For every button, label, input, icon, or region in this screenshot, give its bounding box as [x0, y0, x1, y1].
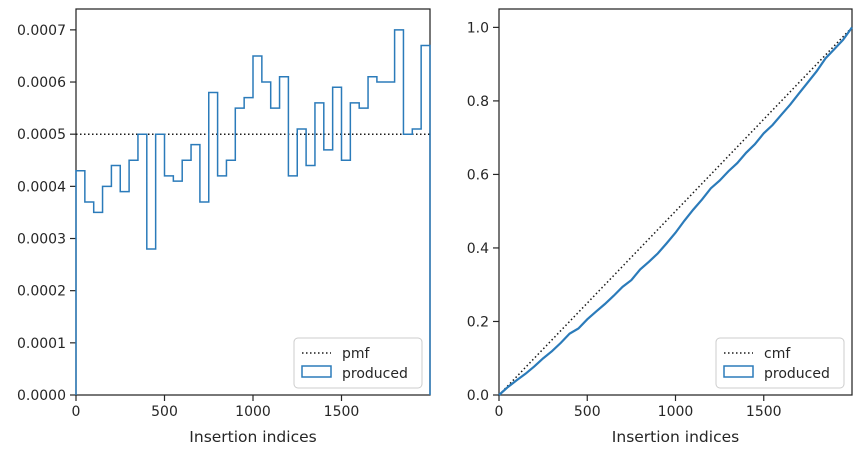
- y-tick-label: 0.2: [467, 314, 489, 330]
- legend-produced-swatch: [301, 365, 332, 378]
- x-axis-label: Insertion indices: [189, 428, 316, 446]
- y-tick-label: 0.4: [467, 241, 489, 257]
- y-tick-label: 0.0006: [17, 75, 66, 91]
- left-chart-pmf: 0 500 1000 1500 0.0000 0.0001 0.0002 0.0003 0.00…: [17, 8, 431, 446]
- y-tick-label: 0.0004: [17, 179, 66, 195]
- legend-label-produced: produced: [342, 366, 408, 382]
- x-tick-label: 0: [72, 404, 81, 420]
- y-tick-label: 0.0007: [17, 23, 66, 39]
- x-tick-label: 1500: [324, 404, 360, 420]
- x-tick-label: 1000: [658, 404, 694, 420]
- y-tick-label: 0.0003: [17, 232, 66, 248]
- x-axis-label: Insertion indices: [612, 428, 739, 446]
- legend-label-produced: produced: [764, 366, 830, 382]
- x-tick-label: 0: [495, 404, 504, 420]
- right-chart-cmf: 0 500 1000 1500 0.0 0.2 0.4 0.6 0.8 1.0 Insertion …: [467, 8, 853, 446]
- x-tick-label: 500: [574, 404, 601, 420]
- legend-produced-swatch: [723, 365, 754, 378]
- y-tick-label: 1.0: [467, 20, 489, 36]
- legend-label-reference: cmf: [764, 346, 791, 362]
- y-tick-label: 0.0005: [17, 127, 66, 143]
- legend-label-reference: pmf: [342, 346, 371, 362]
- x-tick-label: 1500: [746, 404, 782, 420]
- plot-frame: [498, 8, 853, 396]
- legend-box: [293, 337, 423, 389]
- produced-histogram-step: [75, 29, 431, 395]
- legend-box: [715, 337, 845, 389]
- y-tick-label: 0.8: [467, 94, 489, 110]
- produced-cumulative-line: [498, 26, 853, 396]
- cmf-reference-line: [498, 26, 853, 396]
- x-tick-label: 1000: [235, 404, 271, 420]
- x-tick-label: 500: [151, 404, 178, 420]
- y-tick-label: 0.0001: [17, 336, 66, 352]
- y-tick-label: 0.0000: [17, 388, 66, 404]
- y-tick-label: 0.0002: [17, 284, 66, 300]
- y-tick-label: 0.0: [467, 388, 489, 404]
- y-tick-label: 0.6: [467, 167, 489, 183]
